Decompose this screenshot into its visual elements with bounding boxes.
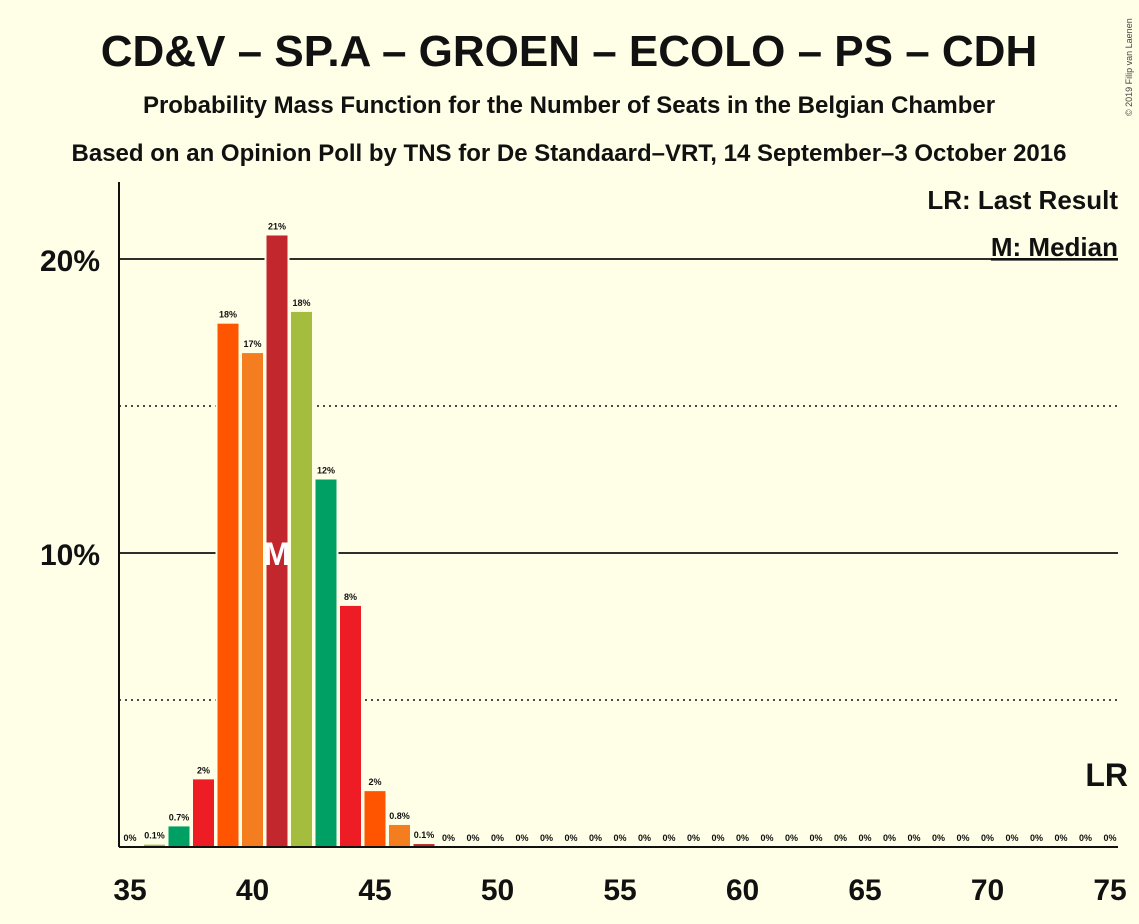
bar-label-seat-48: 0%: [442, 833, 455, 843]
bar-label-seat-52: 0%: [540, 833, 553, 843]
bar-seat-38: [193, 779, 214, 847]
bar-seat-43: [315, 479, 337, 847]
bar-label-seat-56: 0%: [638, 833, 651, 843]
x-axis: 35 40 45 50 55 60 65 70 75: [113, 846, 1127, 907]
bar-seat-40: [242, 353, 263, 847]
bar-label-seat-51: 0%: [515, 833, 528, 843]
bar-label-seat-58: 0%: [687, 833, 700, 843]
median-marker: M: [264, 536, 291, 572]
bar-label-seat-59: 0%: [711, 833, 724, 843]
bar-labels-group: 0% 0.1% 0.7% 2% 18% 17% 21% 18% 12% 8% 2% 0.8% 0.1% 0…: [123, 221, 1116, 843]
bar-label-seat-62: 0%: [785, 833, 798, 843]
bar-label-seat-67: 0%: [907, 833, 920, 843]
bar-label-seat-45: 2%: [368, 777, 381, 787]
bar-label-seat-70: 0%: [981, 833, 994, 843]
bar-label-seat-41: 21%: [268, 221, 286, 231]
legend-median: M: Median: [991, 232, 1118, 262]
bar-label-seat-53: 0%: [564, 833, 577, 843]
bar-seat-36: [144, 844, 165, 847]
last-result-marker: LR: [1085, 757, 1128, 793]
bar-seat-45: [364, 791, 386, 847]
x-tick-label-35: 35: [113, 874, 146, 907]
bar-seat-39: [217, 323, 239, 847]
y-axis: 10% 20%: [40, 182, 120, 847]
bar-label-seat-75: 0%: [1103, 833, 1116, 843]
bar-label-seat-71: 0%: [1005, 833, 1018, 843]
bar-label-seat-43: 12%: [317, 466, 335, 476]
bar-label-seat-42: 18%: [292, 298, 310, 308]
x-tick-label-45: 45: [358, 874, 391, 907]
x-tick-label-55: 55: [603, 874, 636, 907]
bar-label-seat-72: 0%: [1030, 833, 1043, 843]
x-tick-label-65: 65: [848, 874, 881, 907]
legend-last-result: LR: Last Result: [927, 185, 1118, 215]
bar-label-seat-68: 0%: [932, 833, 945, 843]
x-tick-label-60: 60: [726, 874, 759, 907]
bar-label-seat-54: 0%: [589, 833, 602, 843]
bar-label-seat-55: 0%: [613, 833, 626, 843]
bar-label-seat-40: 17%: [243, 339, 261, 349]
y-tick-label-0: 10%: [40, 539, 100, 572]
chart-subtitle-source: Based on an Opinion Poll by TNS for De S…: [72, 140, 1067, 167]
bar-seat-42: [291, 311, 312, 847]
copyright-note: © 2019 Filip van Laenen: [1124, 18, 1134, 116]
bar-label-seat-64: 0%: [834, 833, 847, 843]
x-tick-label-50: 50: [481, 874, 514, 907]
chart-title: CD&V – SP.A – GROEN – ECOLO – PS – CDH: [101, 27, 1037, 76]
y-tick-label-1: 20%: [40, 245, 100, 278]
x-tick-label-75: 75: [1093, 874, 1126, 907]
bar-seat-47: [413, 844, 435, 847]
bar-label-seat-60: 0%: [736, 833, 749, 843]
bar-label-seat-35: 0%: [123, 833, 136, 843]
bar-label-seat-37: 0.7%: [169, 812, 190, 822]
bar-label-seat-38: 2%: [197, 765, 210, 775]
bar-seat-44: [340, 605, 361, 847]
bar-label-seat-65: 0%: [858, 833, 871, 843]
bar-label-seat-46: 0.8%: [389, 811, 410, 821]
bar-label-seat-49: 0%: [466, 833, 479, 843]
bar-label-seat-50: 0%: [491, 833, 504, 843]
bar-label-seat-39: 18%: [219, 310, 237, 320]
bar-label-seat-44: 8%: [344, 592, 357, 602]
bar-label-seat-66: 0%: [883, 833, 896, 843]
x-tick-label-70: 70: [971, 874, 1004, 907]
bar-label-seat-73: 0%: [1054, 833, 1067, 843]
bars-group: [142, 235, 437, 848]
bar-label-seat-36: 0.1%: [144, 831, 165, 841]
bar-label-seat-74: 0%: [1079, 833, 1092, 843]
bar-label-seat-63: 0%: [809, 833, 822, 843]
bar-seat-37: [168, 826, 190, 847]
bar-seat-46: [389, 824, 410, 847]
bar-label-seat-61: 0%: [760, 833, 773, 843]
bar-seat-41: [266, 235, 288, 848]
bar-label-seat-47: 0.1%: [414, 830, 435, 840]
chart-subtitle: Probability Mass Function for the Number…: [143, 92, 995, 119]
bar-label-seat-69: 0%: [956, 833, 969, 843]
bar-label-seat-57: 0%: [662, 833, 675, 843]
x-tick-label-40: 40: [236, 874, 269, 907]
